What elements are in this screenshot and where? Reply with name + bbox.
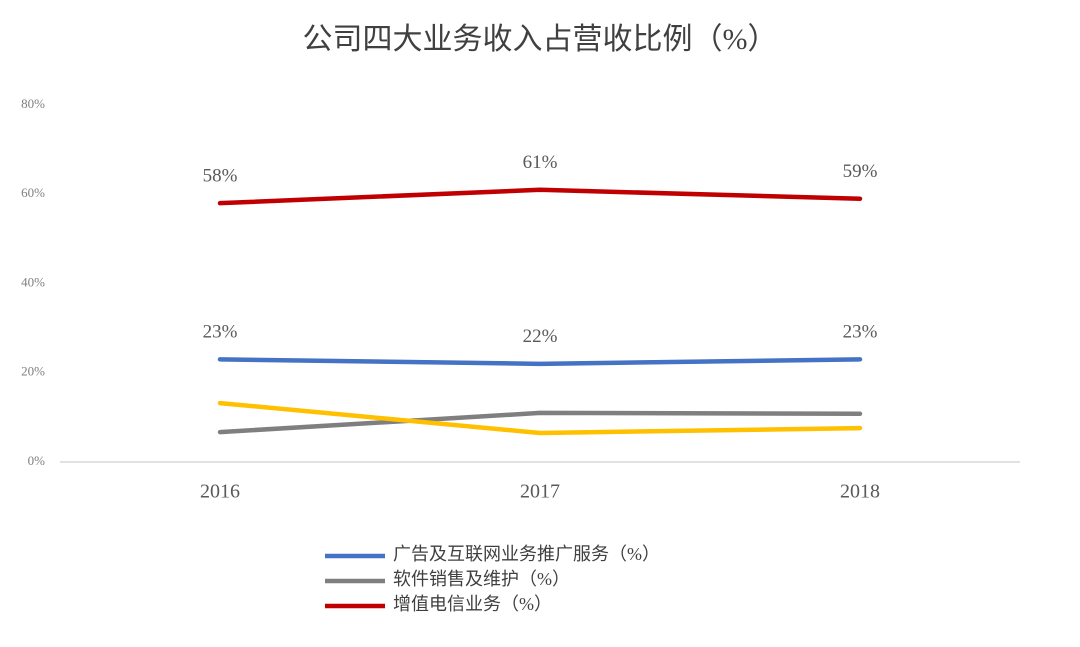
- y-tick-label: 20%: [21, 364, 45, 379]
- y-tick-label: 80%: [21, 96, 45, 111]
- data-label: 58%: [203, 166, 238, 187]
- x-tick-label: 2017: [520, 481, 560, 503]
- series-line: [217, 357, 863, 367]
- data-label: 22%: [523, 326, 558, 347]
- y-tick-label: 60%: [21, 185, 45, 200]
- series-line: [217, 400, 863, 436]
- x-tick-label: 2016: [200, 481, 240, 503]
- data-label: 23%: [203, 322, 238, 343]
- data-label: 23%: [843, 322, 878, 343]
- chart-title: 公司四大业务收入占营收比例（%）: [303, 23, 778, 56]
- data-label: 61%: [523, 152, 558, 173]
- legend-label: 广告及互联网业务推广服务（%）: [393, 544, 660, 564]
- legend-label: 增值电信业务（%）: [393, 594, 552, 614]
- series-line: [217, 410, 863, 435]
- series-line: [217, 187, 863, 206]
- y-tick-label: 0%: [28, 453, 46, 468]
- y-tick-label: 40%: [21, 274, 45, 289]
- legend-label: 软件销售及维护（%）: [393, 569, 570, 589]
- x-tick-label: 2018: [840, 481, 880, 503]
- data-label: 59%: [843, 161, 878, 182]
